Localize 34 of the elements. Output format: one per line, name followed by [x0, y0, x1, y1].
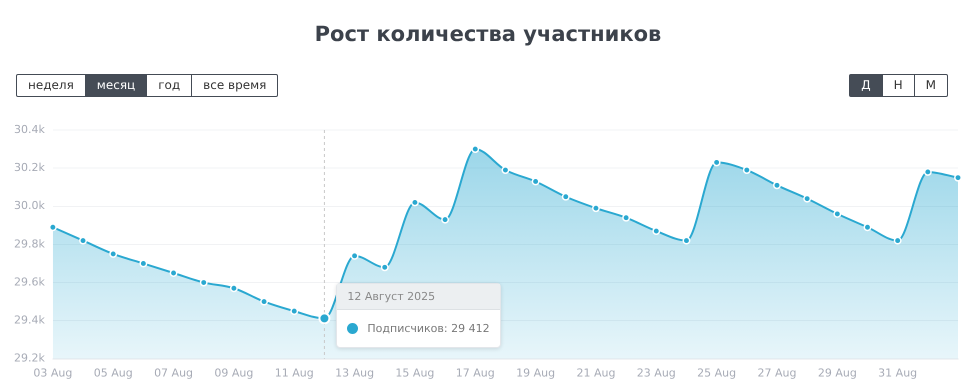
x-tick-label: 07 Aug — [154, 366, 194, 380]
x-tick-label: 31 Aug — [878, 366, 918, 380]
tooltip: 12 Август 2025 Подписчиков: 29 412 — [336, 283, 501, 348]
y-tick-label: 29.8k — [14, 237, 46, 250]
x-tick-label: 23 Aug — [636, 366, 676, 380]
x-tick-label: 17 Aug — [456, 366, 495, 380]
y-tick-label: 30.4k — [14, 122, 46, 136]
point — [924, 168, 932, 176]
y-tick-label: 30.2k — [14, 160, 46, 174]
x-tick-label: 03 Aug — [33, 366, 72, 380]
x-tick-label: 15 Aug — [395, 366, 434, 380]
point — [441, 216, 450, 224]
y-tick-label: 30.0k — [14, 199, 46, 212]
x-tick-label: 29 Aug — [818, 366, 857, 380]
annotation: 12 Август 2025 — [337, 284, 500, 310]
x-tick-label: 13 Aug — [335, 366, 374, 380]
x-tick-label: 21 Aug — [576, 366, 616, 380]
x-tick-label: 27 Aug — [757, 366, 796, 380]
x-tick-label: 25 Aug — [697, 366, 736, 380]
point — [380, 263, 389, 272]
x-tick-label: 11 Aug — [274, 366, 314, 380]
x-tick-label: 19 Aug — [516, 366, 556, 380]
chart-title: Рост количества участников — [314, 22, 662, 46]
point — [501, 166, 510, 174]
x-tick-label: 05 Aug — [94, 366, 133, 380]
point — [894, 236, 902, 245]
period-buttons: неделя месяц год все время — [16, 74, 278, 97]
scale-buttons: Д Н М — [849, 74, 948, 97]
y-tick-label: 29.2k — [14, 352, 46, 365]
point — [682, 236, 690, 245]
y-tick-label: 29.6k — [14, 275, 46, 288]
x-tick-label: 09 Aug — [214, 366, 254, 380]
annotation: Подписчиков: 29 412 — [367, 322, 490, 336]
y-tick-label: 29.4k — [14, 314, 46, 327]
